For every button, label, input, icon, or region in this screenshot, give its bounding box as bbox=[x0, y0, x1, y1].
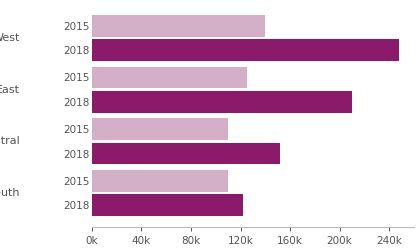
Text: East: East bbox=[0, 84, 20, 94]
Bar bbox=[92, 91, 352, 113]
Bar bbox=[92, 170, 228, 192]
Text: Central: Central bbox=[0, 136, 20, 146]
Bar bbox=[92, 66, 247, 88]
Bar bbox=[92, 194, 243, 216]
Bar bbox=[92, 15, 265, 36]
Bar bbox=[92, 143, 280, 165]
Text: South: South bbox=[0, 188, 20, 198]
Bar bbox=[92, 118, 228, 140]
Bar bbox=[92, 39, 399, 61]
Text: West: West bbox=[0, 33, 20, 43]
